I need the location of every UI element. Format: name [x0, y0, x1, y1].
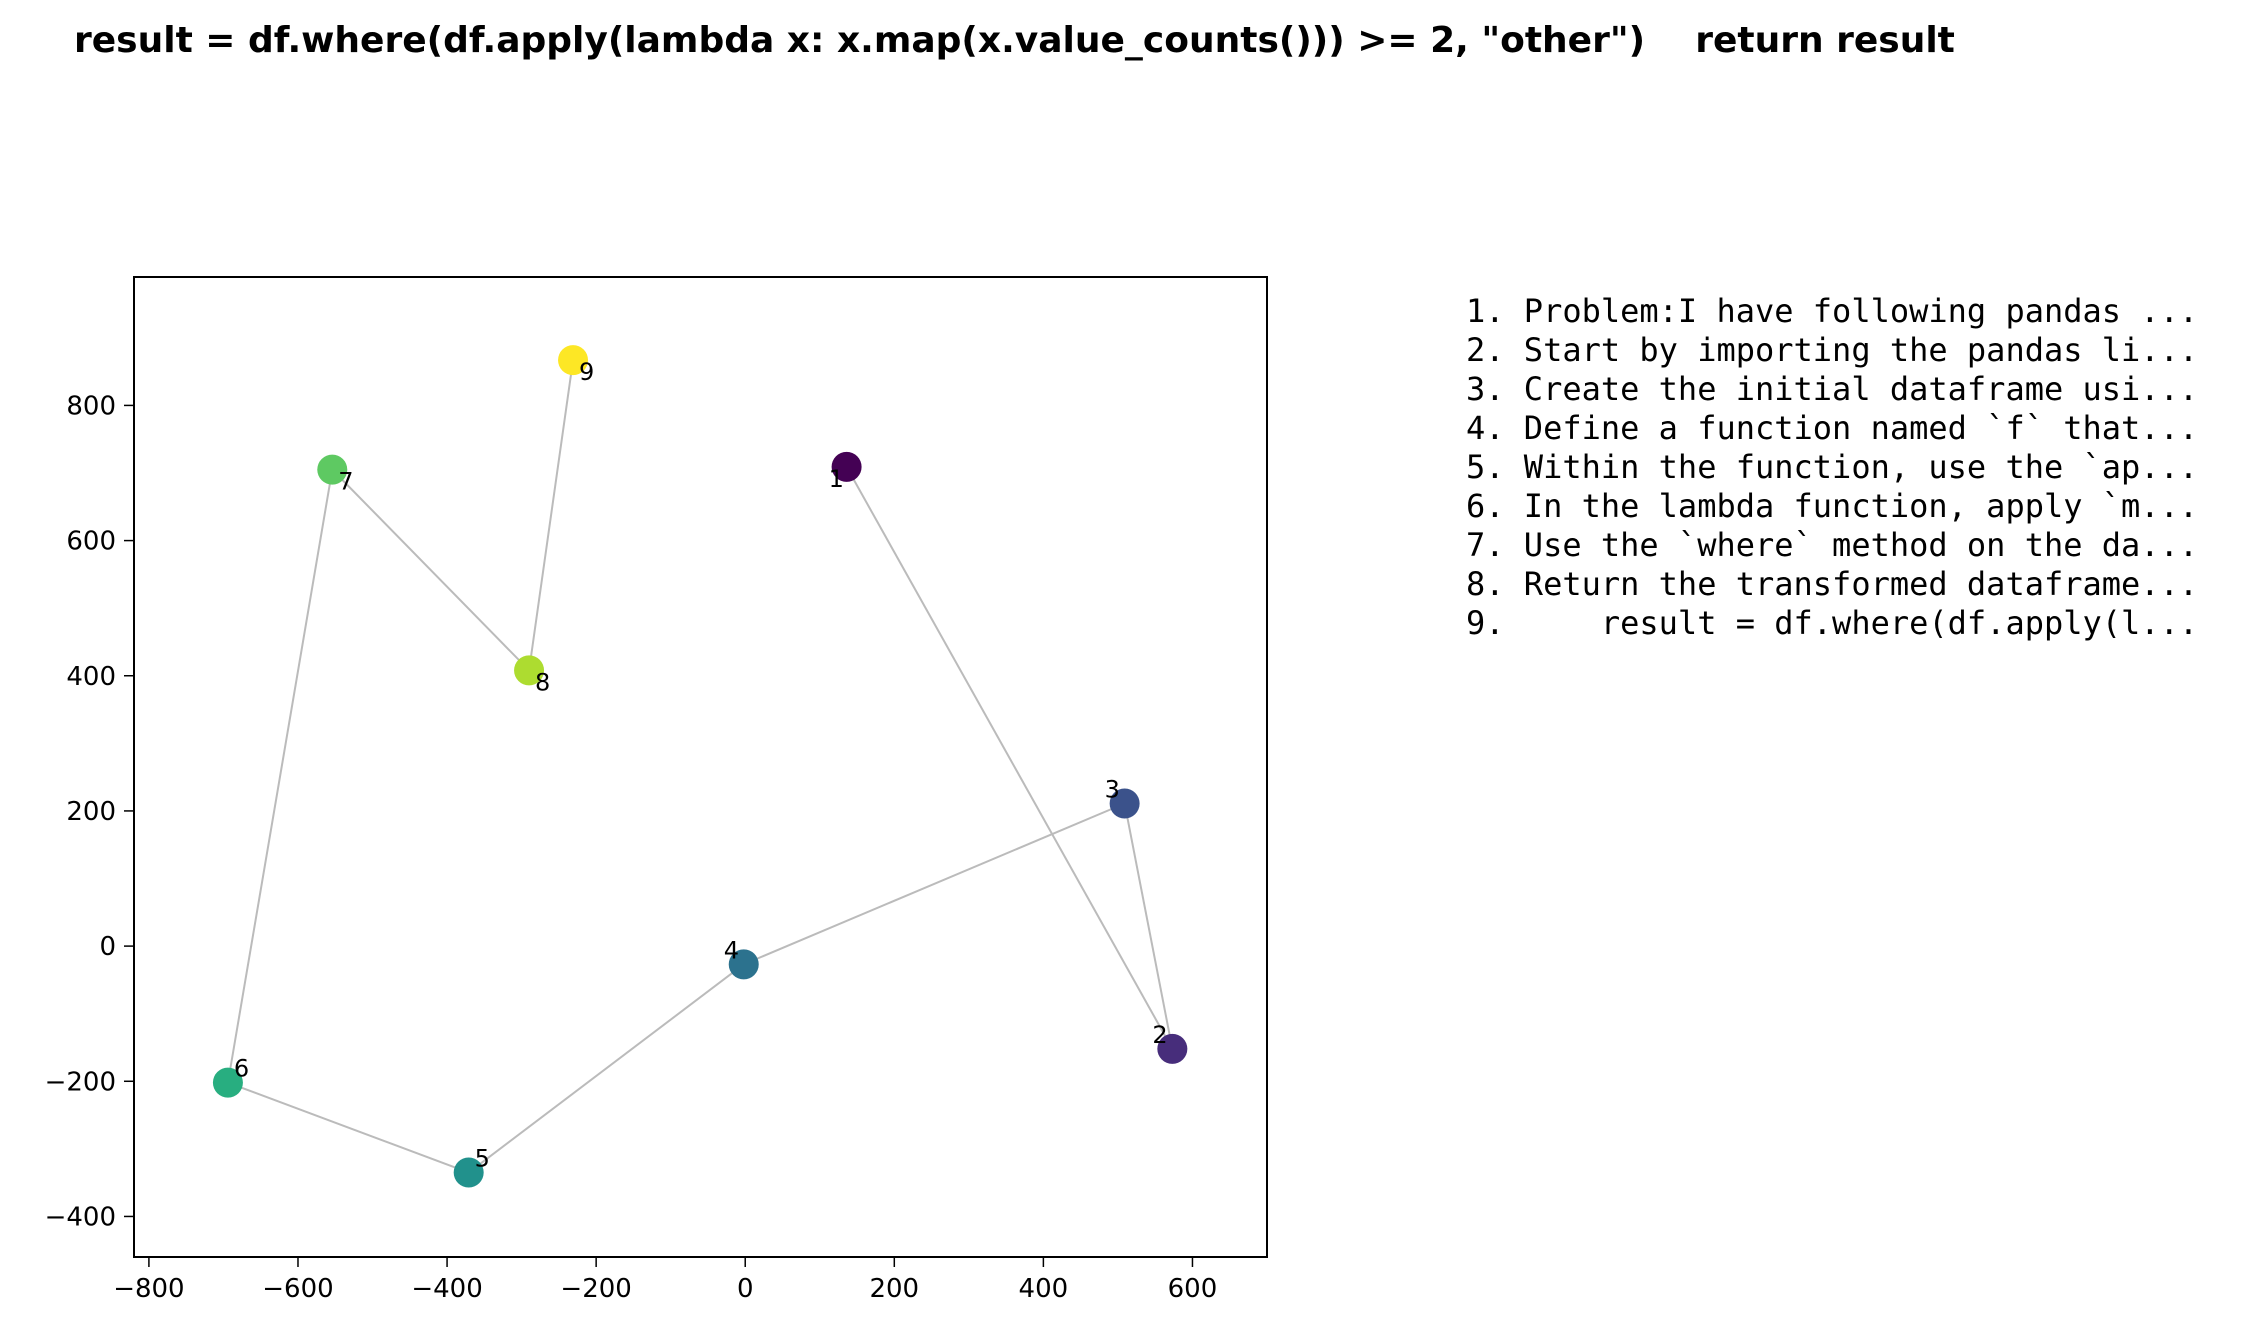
step-item: 6. In the lambda function, apply `m... [1466, 487, 2199, 525]
data-point [831, 451, 862, 482]
y-tick-label: −400 [45, 1202, 116, 1232]
connecting-lines [226, 359, 1174, 1174]
y-axis: −400 −200 0 200 400 600 800 [45, 391, 134, 1232]
y-tick-label: 400 [66, 662, 116, 692]
data-points [212, 345, 1188, 1188]
connecting-line [468, 963, 745, 1174]
point-label: 1 [829, 465, 844, 493]
x-tick-label: −400 [411, 1274, 482, 1304]
point-label: 9 [579, 358, 594, 386]
x-tick-label: −800 [113, 1274, 184, 1304]
y-tick-label: 200 [66, 797, 116, 827]
y-tick-label: 800 [66, 391, 116, 421]
connecting-line [528, 359, 575, 671]
data-point [1109, 788, 1140, 819]
x-tick-label: 400 [1019, 1274, 1069, 1304]
data-point [453, 1157, 484, 1188]
chart-title: result = df.where(df.apply(lambda x: x.m… [74, 20, 1955, 61]
step-item: 4. Define a function named `f` that... [1466, 409, 2199, 447]
point-label: 7 [338, 468, 353, 496]
x-tick-label: −200 [560, 1274, 631, 1304]
data-point [514, 655, 545, 686]
x-axis: −800 −600 −400 −200 0 200 400 600 [113, 1257, 1217, 1304]
step-item: 1. Problem:I have following pandas ... [1466, 292, 2199, 330]
data-point [212, 1067, 243, 1098]
data-point [1157, 1033, 1188, 1064]
x-tick-label: 600 [1168, 1274, 1218, 1304]
x-tick-label: 200 [869, 1274, 919, 1304]
y-tick-label: 600 [66, 527, 116, 557]
point-labels: 1 2 3 4 5 6 7 8 9 [234, 358, 1168, 1172]
x-tick-label: 0 [737, 1274, 754, 1304]
x-tick-label: −600 [262, 1274, 333, 1304]
connecting-line [743, 802, 1126, 966]
point-label: 5 [475, 1145, 490, 1173]
y-tick-label: −200 [45, 1067, 116, 1097]
step-item: 9. result = df.where(df.apply(l... [1466, 604, 2199, 642]
data-point [728, 949, 759, 980]
step-item: 8. Return the transformed dataframe... [1466, 565, 2199, 603]
step-item: 3. Create the initial dataframe usi... [1466, 370, 2199, 408]
step-item: 5. Within the function, use the `ap... [1466, 448, 2199, 486]
connecting-line [227, 1081, 470, 1174]
connecting-line [845, 466, 1174, 1050]
point-label: 3 [1105, 775, 1120, 803]
point-label: 8 [535, 668, 550, 696]
point-label: 6 [234, 1055, 249, 1083]
data-point [558, 345, 589, 376]
step-item: 7. Use the `where` method on the da... [1466, 526, 2199, 564]
data-point [317, 454, 348, 485]
point-label: 2 [1152, 1021, 1167, 1049]
connecting-line [331, 468, 530, 672]
plot-frame [133, 276, 1268, 1258]
y-tick-label: 0 [99, 932, 116, 962]
connecting-line [1123, 803, 1174, 1050]
step-item: 2. Start by importing the pandas li... [1466, 331, 2199, 369]
steps-list: 1. Problem:I have following pandas ... 2.… [1466, 292, 2198, 643]
connecting-line [226, 469, 334, 1083]
point-label: 4 [724, 936, 739, 964]
